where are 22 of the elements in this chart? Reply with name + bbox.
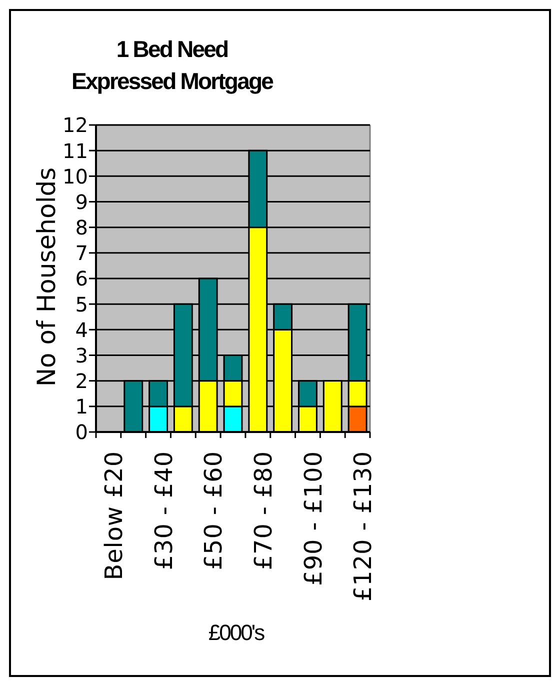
x-tick-label: £90 - £100 xyxy=(299,451,328,586)
y-axis-title: No of Households xyxy=(32,167,61,387)
x-tick-label: Below £20 xyxy=(100,451,128,580)
y-tick-label: 8 xyxy=(75,216,88,240)
y-tick-label: 10 xyxy=(62,164,88,188)
chart-title: 1 Bed Need Expressed Mortgage xyxy=(71,36,274,94)
y-tick-label: 6 xyxy=(75,266,88,291)
x-tick-label: £30 - £40 xyxy=(150,451,178,570)
y-tick-label: 11 xyxy=(62,138,88,163)
y-tick-label: 1 xyxy=(75,394,88,419)
y-tick-label: 0 xyxy=(75,420,88,444)
x-tick-label: £50 - £60 xyxy=(200,451,228,570)
y-tick-label: 3 xyxy=(75,343,88,368)
y-tick-label: 9 xyxy=(75,190,88,214)
x-tick-label: £120 - £130 xyxy=(349,451,378,602)
y-tick-label: 4 xyxy=(75,318,88,342)
x-tick-label: £70 - £80 xyxy=(250,451,278,570)
y-tick-label: 2 xyxy=(75,369,88,394)
x-axis-title: £000's xyxy=(208,620,266,645)
y-tick-label: 5 xyxy=(75,292,88,316)
y-tick-label: 12 xyxy=(62,113,88,138)
y-tick-label: 7 xyxy=(75,241,88,266)
